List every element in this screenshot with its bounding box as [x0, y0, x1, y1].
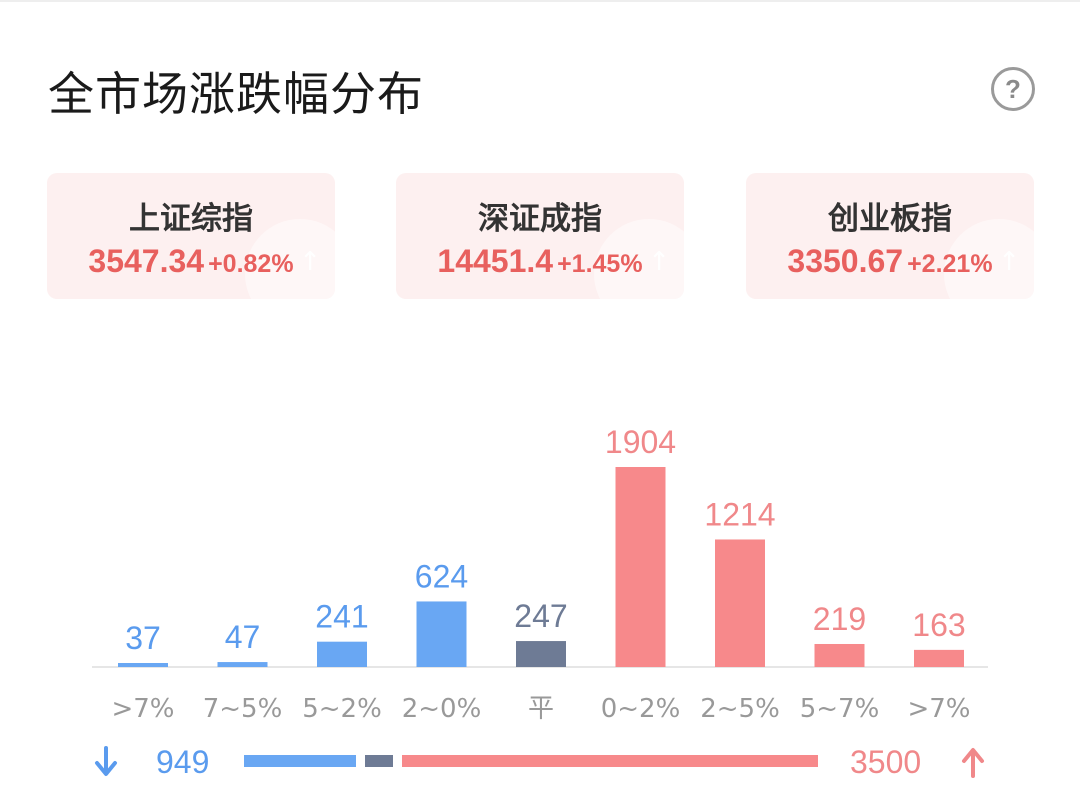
bar-2 — [317, 641, 367, 667]
bar-value-label: 241 — [315, 599, 368, 635]
bar-value-label: 219 — [813, 601, 866, 637]
category-label: >7% — [907, 694, 970, 724]
help-icon[interactable]: ? — [991, 67, 1035, 111]
index-values: 3350.67 +2.21% — [746, 243, 1034, 280]
bar-4 — [516, 641, 566, 667]
index-change: +1.45% — [557, 250, 643, 278]
bar-value-label: 1904 — [605, 424, 676, 460]
bar-value-label: 247 — [514, 598, 567, 634]
index-card-shenzhen[interactable]: ↑ 深证成指 14451.4 +1.45% — [396, 173, 684, 299]
category-label: 0~2% — [601, 694, 681, 724]
index-card-chinext[interactable]: ↑ 创业板指 3350.67 +2.21% — [746, 173, 1034, 299]
index-value: 3350.67 — [787, 243, 904, 279]
down-count: 949 — [156, 744, 210, 780]
index-values: 14451.4 +1.45% — [396, 243, 684, 280]
bar-0 — [118, 663, 168, 667]
category-label: 5~7% — [800, 694, 880, 724]
top-divider — [0, 0, 1080, 2]
index-change: +0.82% — [208, 250, 294, 278]
category-label: 2~5% — [700, 694, 780, 724]
index-card-shanghai[interactable]: ↑ 上证综指 3547.34 +0.82% — [47, 173, 335, 299]
bar-1 — [217, 662, 268, 667]
index-name: 创业板指 — [828, 201, 952, 237]
distribution-chart: 37 >7% 47 7~5% 241 5~2% 624 2~0% 247 平 1904 0~2% 121… — [92, 424, 988, 724]
category-label: 平 — [528, 694, 554, 724]
index-name: 深证成指 — [478, 201, 602, 237]
category-label: 2~0% — [402, 694, 482, 724]
up-count: 3500 — [850, 744, 922, 780]
down-proportion-bar — [244, 755, 356, 767]
up-arrow-watermark-icon: ↑ — [299, 247, 321, 277]
up-arrow-watermark-icon: ↑ — [998, 247, 1020, 277]
bar-value-label: 624 — [415, 558, 468, 594]
category-label: >7% — [111, 694, 174, 724]
bar-3 — [416, 601, 467, 667]
page-title: 全市场涨跌幅分布 — [48, 67, 424, 121]
category-label: 7~5% — [203, 694, 283, 724]
bar-8 — [914, 649, 964, 667]
up-proportion-bar — [402, 755, 818, 767]
summary-bar: 949 3500 — [0, 738, 1080, 788]
bar-value-label: 163 — [912, 607, 965, 643]
bar-value-label: 37 — [125, 620, 161, 656]
up-arrow-watermark-icon: ↑ — [648, 247, 670, 277]
bar-value-label: 47 — [225, 619, 261, 655]
bar-5 — [615, 467, 666, 667]
index-values: 3547.34 +0.82% — [47, 243, 335, 280]
index-change: +2.21% — [907, 250, 993, 278]
bar-value-label: 1214 — [704, 496, 775, 532]
category-label: 5~2% — [302, 694, 382, 724]
down-arrow-icon — [95, 746, 117, 776]
flat-proportion-bar — [365, 755, 393, 767]
index-value: 14451.4 — [437, 243, 554, 279]
bar-6 — [715, 539, 765, 667]
up-arrow-icon — [962, 748, 984, 778]
index-value: 3547.34 — [88, 243, 205, 279]
index-name: 上证综指 — [129, 201, 253, 237]
bar-7 — [814, 643, 865, 667]
